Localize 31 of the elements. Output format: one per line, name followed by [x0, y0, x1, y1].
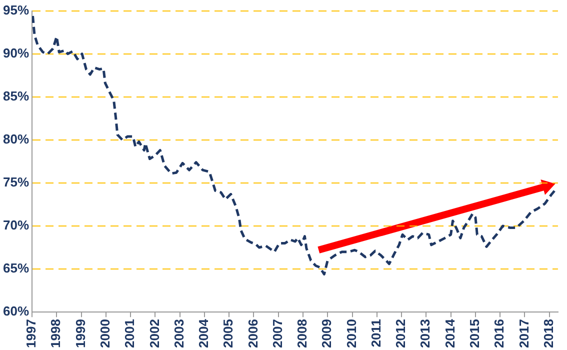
x-tick-label: 2013 — [418, 319, 433, 348]
y-tick-label: 75% — [2, 174, 30, 190]
x-tick-label: 2015 — [467, 319, 482, 348]
x-tick-label: 2017 — [516, 319, 532, 348]
x-tick-label: 2001 — [122, 319, 138, 348]
x-tick-label: 2004 — [196, 318, 212, 348]
x-tick-label: 2010 — [344, 319, 359, 348]
y-tick-label: 60% — [2, 304, 30, 319]
x-tick-label: 1999 — [72, 319, 88, 348]
y-tick-label: 90% — [2, 45, 30, 60]
x-tick-label: 1998 — [48, 319, 64, 348]
x-tick-label: 2018 — [540, 319, 556, 348]
y-tick-label: 65% — [2, 260, 30, 276]
x-tick-label: 2006 — [245, 319, 260, 348]
y-tick-label: 80% — [2, 132, 30, 146]
y-tick-label: 70% — [2, 218, 30, 233]
x-tick-label: 2016 — [492, 319, 507, 348]
x-tick-label: 2009 — [319, 319, 334, 348]
line-series — [32, 14, 558, 276]
x-tick-label: 2005 — [220, 319, 236, 348]
y-tick-label: 85% — [2, 88, 30, 104]
x-tick-label: 2007 — [270, 319, 285, 348]
x-tick-label: 2003 — [171, 319, 186, 348]
x-tick-label: 1997 — [24, 319, 39, 348]
x-tick-label: 2011 — [368, 319, 384, 348]
x-tick-label: 2014 — [442, 318, 458, 348]
x-tick-label: 2012 — [393, 319, 408, 348]
x-tick-label: 2002 — [146, 319, 162, 348]
y-tick-label: 95% — [2, 2, 30, 18]
x-tick-label: 2008 — [294, 319, 310, 348]
x-tick-label: 2000 — [98, 319, 112, 348]
